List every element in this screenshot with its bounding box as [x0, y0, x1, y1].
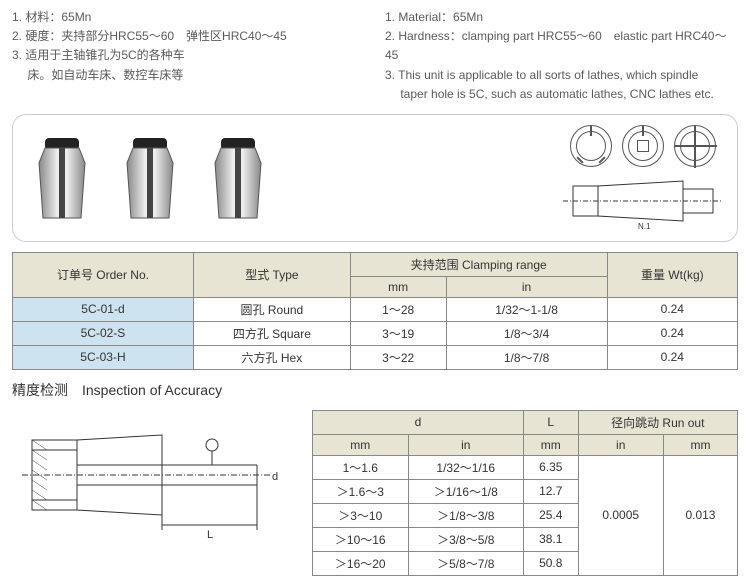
spec-line: taper hole is 5C, such as automatic lath… — [385, 85, 738, 104]
square-hole-icon — [622, 125, 664, 167]
cell-order: 5C-03-H — [13, 345, 194, 369]
svg-text:d: d — [272, 471, 278, 483]
cell-in: 1/8～3/4 — [446, 321, 607, 345]
side-drawing: N.1 — [563, 171, 723, 231]
col-runout: 径向跳动 Run out — [578, 410, 738, 434]
cell-order: 5C-02-S — [13, 321, 194, 345]
cell-L: 50.8 — [524, 551, 579, 575]
cell-mm: 1～28 — [350, 297, 446, 321]
collet-photo — [27, 133, 97, 223]
cell-L: 6.35 — [524, 455, 579, 479]
col-in: in — [408, 434, 524, 455]
title-cn: 精度检测 — [12, 382, 68, 398]
cell-runout-in: 0.0005 — [578, 455, 663, 575]
spec-line: 3. 适用于主轴锥孔为5C的各种车 — [12, 46, 365, 65]
col-mm: mm — [524, 434, 579, 455]
table-row: 5C-02-S 四方孔 Square 3～19 1/8～3/4 0.24 — [13, 321, 738, 345]
cell-wt: 0.24 — [607, 345, 737, 369]
col-mm: mm — [313, 434, 409, 455]
spec-line: 床。如自动车床、数控车床等 — [12, 66, 365, 85]
cell-dmm: ＞3～10 — [313, 503, 409, 527]
round-hole-icon — [570, 125, 612, 167]
cell-type: 四方孔 Square — [193, 321, 350, 345]
cell-din: ＞1/8～3/8 — [408, 503, 524, 527]
col-mm: mm — [663, 434, 737, 455]
col-type: 型式 Type — [193, 252, 350, 297]
cell-wt: 0.24 — [607, 297, 737, 321]
spec-line: 1. 材料：65Mn — [12, 8, 365, 27]
svg-text:N.1: N.1 — [638, 222, 651, 231]
cell-dmm: ＞10～16 — [313, 527, 409, 551]
cell-wt: 0.24 — [607, 321, 737, 345]
col-order: 订单号 Order No. — [13, 252, 194, 297]
title-en: Inspection of Accuracy — [82, 382, 222, 398]
cell-runout-mm: 0.013 — [663, 455, 737, 575]
cell-din: ＞1/16～1/8 — [408, 479, 524, 503]
specs-cn: 1. 材料：65Mn 2. 硬度：夹持部分HRC55～60 弹性区HRC40～4… — [12, 8, 365, 104]
cell-type: 六方孔 Hex — [193, 345, 350, 369]
table-row: 5C-03-H 六方孔 Hex 3～22 1/8～7/8 0.24 — [13, 345, 738, 369]
main-spec-table: 订单号 Order No. 型式 Type 夹持范围 Clamping rang… — [12, 252, 738, 370]
image-panel: N.1 — [12, 114, 738, 242]
spec-line: 2. Hardness：clamping part HRC55～60 elast… — [385, 27, 738, 65]
spec-line: 3. This unit is applicable to all sorts … — [385, 66, 738, 85]
table-row: 5C-01-d 圆孔 Round 1～28 1/32～1-1/8 0.24 — [13, 297, 738, 321]
cell-order: 5C-01-d — [13, 297, 194, 321]
cell-din: ＞5/8～7/8 — [408, 551, 524, 575]
col-clamp: 夹持范围 Clamping range — [350, 252, 607, 276]
cell-mm: 3～19 — [350, 321, 446, 345]
table-row: 1～1.6 1/32～1/16 6.35 0.0005 0.013 — [313, 455, 738, 479]
cell-in: 1/8～7/8 — [446, 345, 607, 369]
cell-L: 25.4 — [524, 503, 579, 527]
cell-L: 38.1 — [524, 527, 579, 551]
cell-dmm: ＞1.6～3 — [313, 479, 409, 503]
specs-block: 1. 材料：65Mn 2. 硬度：夹持部分HRC55～60 弹性区HRC40～4… — [12, 8, 738, 104]
cell-in: 1/32～1-1/8 — [446, 297, 607, 321]
collet-photo — [115, 133, 185, 223]
svg-text:L: L — [207, 529, 213, 540]
col-in: in — [446, 276, 607, 297]
col-L: L — [524, 410, 579, 434]
collet-photo — [203, 133, 273, 223]
accuracy-table: d L 径向跳动 Run out mm in mm in mm 1～1.6 1/… — [312, 410, 738, 576]
cell-din: 1/32～1/16 — [408, 455, 524, 479]
specs-en: 1. Material：65Mn 2. Hardness：clamping pa… — [385, 8, 738, 104]
accuracy-section: L d d L 径向跳动 Run out mm in mm in mm 1～1.… — [12, 410, 738, 576]
cell-dmm: 1～1.6 — [313, 455, 409, 479]
accuracy-title: 精度检测 Inspection of Accuracy — [12, 380, 738, 400]
cell-L: 12.7 — [524, 479, 579, 503]
col-d: d — [313, 410, 524, 434]
spec-line: 1. Material：65Mn — [385, 8, 738, 27]
cell-din: ＞3/8～5/8 — [408, 527, 524, 551]
col-in: in — [578, 434, 663, 455]
collet-photos — [27, 133, 273, 223]
tech-drawings: N.1 — [563, 125, 723, 231]
hex-hole-icon — [674, 125, 716, 167]
cell-type: 圆孔 Round — [193, 297, 350, 321]
col-mm: mm — [350, 276, 446, 297]
col-wt: 重量 Wt(kg) — [607, 252, 737, 297]
spec-line: 2. 硬度：夹持部分HRC55～60 弹性区HRC40～45 — [12, 27, 365, 46]
accuracy-drawing: L d — [12, 410, 292, 540]
cell-dmm: ＞16～20 — [313, 551, 409, 575]
cell-mm: 3～22 — [350, 345, 446, 369]
